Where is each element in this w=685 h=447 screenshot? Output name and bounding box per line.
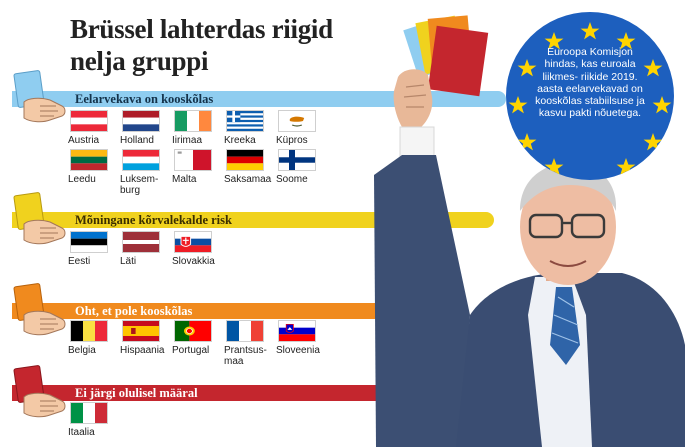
country-name: Sloveenia bbox=[276, 345, 320, 356]
band-compliant bbox=[12, 91, 506, 107]
country-name: Saksamaa bbox=[224, 174, 272, 185]
germany-flag-icon bbox=[226, 149, 264, 171]
country-lithuania: Leedu bbox=[68, 149, 120, 185]
country-malta: Malta bbox=[172, 149, 224, 185]
raised-cards-icon bbox=[403, 15, 489, 97]
country-latvia: Läti bbox=[120, 231, 172, 267]
country-name: Kreeka bbox=[224, 135, 256, 146]
country-cyprus: Küpros bbox=[276, 110, 328, 146]
country-slovenia: Sloveenia bbox=[276, 320, 328, 356]
country-italy: Itaalia bbox=[68, 402, 120, 438]
country-spain: Hispaania bbox=[120, 320, 172, 356]
band-risk-noncompliance-label: Oht, et pole kooskõlas bbox=[75, 304, 193, 318]
ireland-flag-icon bbox=[174, 110, 212, 132]
country-name: Luksem- burg bbox=[120, 174, 159, 196]
greece-flag-icon bbox=[226, 110, 264, 132]
country-name: Prantsus- maa bbox=[224, 345, 267, 367]
hand-red-card-icon bbox=[13, 365, 66, 418]
country-finland: Soome bbox=[276, 149, 328, 185]
country-luxembourg: Luksem- burg bbox=[120, 149, 172, 196]
finland-flag-icon bbox=[278, 149, 316, 171]
country-germany: Saksamaa bbox=[224, 149, 276, 185]
eu-info-text: Euroopa Komisjon hindas, kas euroala lii… bbox=[535, 46, 645, 120]
band-serious-noncompliance bbox=[12, 385, 448, 401]
band-some-risk bbox=[12, 212, 494, 228]
slovakia-flag-icon bbox=[174, 231, 212, 253]
country-name: Itaalia bbox=[68, 427, 95, 438]
france-flag-icon bbox=[226, 320, 264, 342]
country-name: Leedu bbox=[68, 174, 96, 185]
country-greece: Kreeka bbox=[224, 110, 276, 146]
band-compliant-label: Eelarvekava on kooskõlas bbox=[75, 92, 214, 106]
country-name: Hispaania bbox=[120, 345, 165, 356]
headline-line-2: nelja gruppi bbox=[70, 46, 209, 76]
portugal-flag-icon bbox=[174, 320, 212, 342]
country-name: Malta bbox=[172, 174, 197, 185]
country-france: Prantsus- maa bbox=[224, 320, 276, 367]
country-belgium: Belgia bbox=[68, 320, 120, 356]
netherlands-flag-icon bbox=[122, 110, 160, 132]
country-estonia: Eesti bbox=[68, 231, 120, 267]
country-name: Austria bbox=[68, 135, 100, 146]
slovenia-flag-icon bbox=[278, 320, 316, 342]
eu-stars-icon bbox=[508, 22, 672, 176]
austria-flag-icon bbox=[70, 110, 108, 132]
band-serious-noncompliance-label: Ei järgi olulisel määral bbox=[75, 386, 198, 400]
lithuania-flag-icon bbox=[70, 149, 108, 171]
cyprus-flag-icon bbox=[278, 110, 316, 132]
malta-flag-icon bbox=[174, 149, 212, 171]
spain-flag-icon bbox=[122, 320, 160, 342]
country-name: Portugal bbox=[172, 345, 210, 356]
country-name: Holland bbox=[120, 135, 154, 146]
country-name: Läti bbox=[120, 256, 137, 267]
band-risk-noncompliance bbox=[12, 303, 467, 319]
hand-blue-card-icon bbox=[13, 70, 66, 123]
politician-raising-cards-photo bbox=[374, 15, 685, 447]
country-portugal: Portugal bbox=[172, 320, 224, 356]
hand-yellow-card-icon bbox=[13, 192, 66, 245]
belgium-flag-icon bbox=[70, 320, 108, 342]
country-name: Eesti bbox=[68, 256, 91, 267]
band-some-risk-label: Mõningane kõrvalekalde risk bbox=[75, 213, 232, 227]
country-name: Iirimaa bbox=[172, 135, 203, 146]
country-name: Soome bbox=[276, 174, 308, 185]
hand-orange-card-icon bbox=[13, 283, 66, 336]
headline-line-1: Brüssel lahterdas riigid bbox=[70, 14, 333, 44]
country-name: Küpros bbox=[276, 135, 308, 146]
luxembourg-flag-icon bbox=[122, 149, 160, 171]
country-austria: Austria bbox=[68, 110, 120, 146]
italy-flag-icon bbox=[70, 402, 108, 424]
eu-info-circle: Euroopa Komisjon hindas, kas euroala lii… bbox=[506, 12, 674, 180]
country-ireland: Iirimaa bbox=[172, 110, 224, 146]
country-slovakia: Slovakkia bbox=[172, 231, 224, 267]
country-name: Belgia bbox=[68, 345, 96, 356]
country-netherlands: Holland bbox=[120, 110, 172, 146]
country-name: Slovakkia bbox=[172, 256, 215, 267]
latvia-flag-icon bbox=[122, 231, 160, 253]
estonia-flag-icon bbox=[70, 231, 108, 253]
